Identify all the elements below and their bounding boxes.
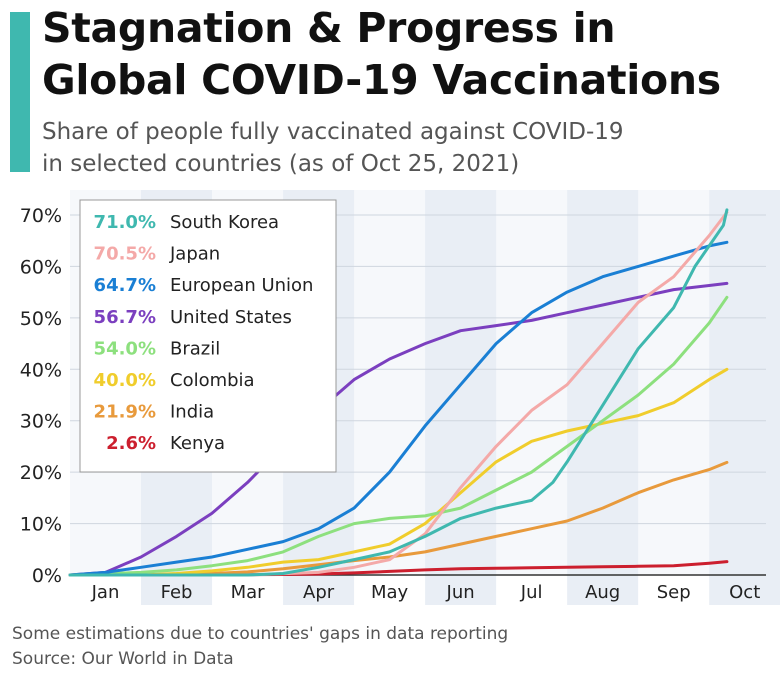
legend-label: Japan <box>169 244 220 265</box>
legend-value: 40.0% <box>94 370 156 391</box>
x-tick-label: Jan <box>91 582 120 603</box>
y-tick-label: 40% <box>20 359 62 381</box>
month-shade <box>709 190 780 605</box>
x-tick-label: Sep <box>657 582 691 603</box>
y-tick-label: 50% <box>20 308 62 330</box>
series-line <box>68 367 729 577</box>
series-line <box>68 295 729 577</box>
x-tick-label: Apr <box>303 582 335 603</box>
legend-value: 21.9% <box>94 402 156 423</box>
y-tick-label: 0% <box>32 565 62 587</box>
legend-value: 54.0% <box>94 338 156 359</box>
y-tick-label: 20% <box>20 462 62 484</box>
x-tick-label: May <box>371 582 409 603</box>
legend-label: United States <box>170 307 292 328</box>
series-line <box>68 208 729 577</box>
legend-box <box>79 199 337 473</box>
legend-label: Kenya <box>170 433 225 454</box>
chart-subtitle: Share of people fully vaccinated against… <box>42 116 762 180</box>
line-chart: 0% 10% 20% 30% 40% 50% 60% 70% Jan Feb Mar Apr May Ju… <box>20 190 780 605</box>
source-text: Source: Our World in Data <box>12 649 234 669</box>
footer: Some estimations due to countries' gaps … <box>12 622 508 672</box>
x-tick-label: Aug <box>585 582 620 603</box>
legend-label: European Union <box>170 275 313 296</box>
legend-label: India <box>170 402 214 423</box>
series-line <box>68 281 729 577</box>
series-line <box>68 210 729 577</box>
x-tick-label: Mar <box>231 582 266 603</box>
y-tick-label: 10% <box>20 514 62 536</box>
x-tick-label: Oct <box>729 582 760 603</box>
y-tick-label: 30% <box>20 411 62 433</box>
y-tick-label: 60% <box>20 256 62 278</box>
legend-value: 70.5% <box>94 244 156 265</box>
x-tick-label: Feb <box>161 582 193 603</box>
legend-label: Brazil <box>170 338 220 359</box>
month-shade <box>567 190 639 605</box>
legend-value: 64.7% <box>94 275 156 296</box>
legend-value: 2.6% <box>106 433 156 454</box>
footnote-text: Some estimations due to countries' gaps … <box>12 624 509 644</box>
series-line <box>68 240 729 577</box>
x-tick-label: Jun <box>446 582 475 603</box>
month-shade <box>425 190 497 605</box>
legend-value: 71.0% <box>94 212 156 233</box>
subtitle-line-2: in selected countries (as of Oct 25, 202… <box>42 151 520 177</box>
legend-label: South Korea <box>170 212 279 233</box>
title-line-2: Global COVID-19 Vaccinations <box>42 56 721 104</box>
chart-title: Stagnation & Progress in Global COVID-19… <box>42 2 772 106</box>
y-tick-label: 70% <box>20 205 62 227</box>
legend-value: 56.7% <box>94 307 156 328</box>
legend-label: Colombia <box>170 370 255 391</box>
title-line-1: Stagnation & Progress in <box>42 4 616 52</box>
accent-bar <box>10 12 30 172</box>
x-tick-label: Jul <box>520 582 543 603</box>
subtitle-line-1: Share of people fully vaccinated against… <box>42 119 624 145</box>
